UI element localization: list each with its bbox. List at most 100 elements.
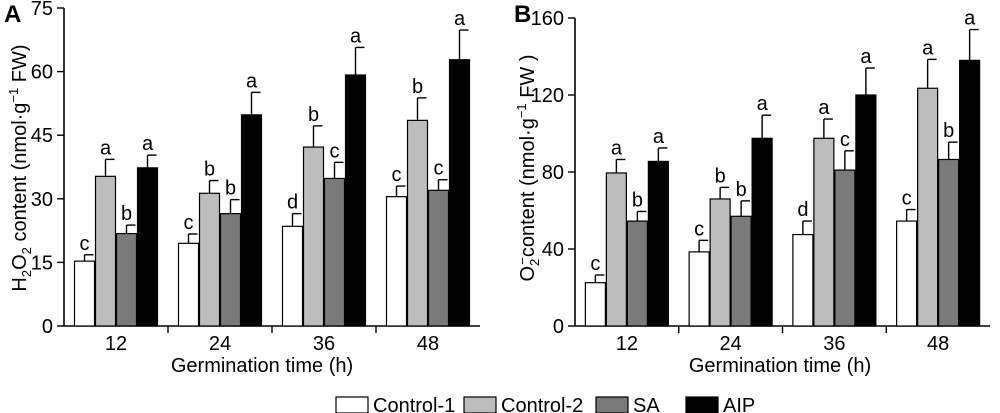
panel-a-significance-letter: c: [80, 233, 90, 255]
panel-b-x-tick-label: 36: [823, 333, 845, 355]
panel-a-x-tick-label: 36: [313, 333, 335, 355]
plot-layer: 0153045607512caba24cbba36dbca48cbca04080…: [31, 0, 990, 355]
panel-a-letter: A: [4, 1, 21, 28]
panel-a-y-tick-label: 30: [31, 189, 53, 211]
panel-a-xlabel: Germination time (h): [171, 355, 353, 377]
panel-b-ylabel: O2−content (nmol·g−1 FW ): [514, 54, 542, 281]
panel-b-significance-letter: c: [694, 218, 704, 240]
panel-a-significance-letter: b: [121, 203, 132, 225]
panel-b-bar-aip: [959, 59, 981, 327]
panel-a-bar-control-2: [406, 119, 429, 327]
panel-a-y-tick-label: 0: [42, 316, 53, 338]
panel-b-bar-control-1: [792, 233, 814, 327]
panel-a-bar-aip: [240, 114, 263, 327]
panel-b-x-tick-label: 24: [720, 333, 742, 355]
panel-b-significance-letter: a: [964, 8, 976, 30]
panel-a-bar-sa: [323, 177, 346, 327]
panel-b-x-tick-label: 12: [616, 333, 638, 355]
panel-b-significance-letter: a: [818, 97, 830, 119]
legend-swatch-aip: [685, 396, 719, 413]
legend-swatch-control-2: [463, 396, 497, 413]
panel-b-significance-letter: b: [715, 165, 726, 187]
legend-label-control-2: Control-2: [501, 395, 583, 413]
panel-a-significance-letter: a: [350, 25, 362, 47]
panel-a-significance-letter: a: [142, 133, 154, 155]
panel-b-bar-control-1: [584, 282, 606, 327]
panel-b-bar-control-2: [813, 137, 835, 327]
panel-a-significance-letter: b: [308, 104, 319, 126]
panel-b-bar-control-1: [688, 251, 710, 327]
panel-b-y-tick-label: 160: [531, 8, 564, 30]
panel-a-y-tick-label: 45: [31, 125, 53, 147]
panel-a-x-tick-label: 12: [105, 333, 127, 355]
panel-b-y-tick-label: 40: [542, 239, 564, 261]
panel-b-xlabel: Germination time (h): [689, 355, 871, 377]
panel-a-significance-letter: c: [184, 212, 194, 234]
panel-a-bar-control-1: [281, 225, 304, 327]
panel-b-bar-control-1: [896, 220, 918, 327]
panel-b-bar-control-2: [709, 198, 731, 327]
legend-swatch-sa: [595, 396, 629, 413]
panel-b-y-tick-label: 80: [542, 162, 564, 184]
panel-b-significance-letter: c: [902, 188, 912, 210]
panel-a-x-tick-label: 24: [209, 333, 231, 355]
panel-a-ylabel: H2O2 content (nmol·g−1 FW): [6, 44, 34, 291]
panel-b-bar-control-2: [605, 172, 627, 327]
panel-b-significance-letter: b: [943, 120, 954, 142]
panel-b-bar-sa: [730, 215, 752, 327]
panel-a-significance-letter: d: [287, 192, 298, 214]
panel-a-y-tick-label: 15: [31, 252, 53, 274]
panel-a-bar-control-1: [73, 260, 96, 327]
panel-a-significance-letter: b: [204, 159, 215, 181]
panel-b-significance-letter: a: [922, 37, 934, 59]
panel-b-y-tick-label: 0: [553, 316, 564, 338]
panel-a-y-tick-label: 60: [31, 62, 53, 84]
panel-a-significance-letter: c: [330, 140, 340, 162]
panel-a-significance-letter: c: [392, 164, 402, 186]
panel-b-bar-aip: [855, 94, 877, 327]
legend-label-control-1: Control-1: [373, 395, 455, 413]
panel-b-significance-letter: b: [632, 189, 643, 211]
panel-a-bar-control-2: [302, 146, 325, 327]
panel-a-bar-control-1: [385, 196, 408, 327]
panel-a-bar-sa: [115, 232, 138, 327]
panel-a-x-tick-label: 48: [417, 333, 439, 355]
panel-b-significance-letter: a: [757, 93, 769, 115]
panel-a-significance-letter: b: [225, 178, 236, 200]
legend: Control-1 Control-2 SA AIP: [335, 395, 755, 413]
legend-label-sa: SA: [633, 395, 660, 413]
panel-b-significance-letter: a: [860, 46, 872, 68]
panel-a-y-tick-label: 75: [31, 0, 53, 20]
panel-b-bar-aip: [751, 137, 773, 327]
panel-a-bar-control-1: [177, 242, 200, 327]
panel-a-bar-sa: [219, 213, 242, 327]
panel-a-significance-letter: a: [100, 137, 112, 159]
panel-b-bar-aip: [647, 160, 669, 327]
panel-b-letter: B: [514, 1, 531, 28]
panel-a-bar-aip: [136, 167, 159, 327]
panel-a-significance-letter: a: [246, 70, 258, 92]
panel-b-significance-letter: a: [653, 126, 665, 148]
panel-a-significance-letter: c: [434, 158, 444, 180]
panel-b-x-tick-label: 48: [927, 333, 949, 355]
panel-b-bar-control-2: [917, 87, 939, 327]
legend-swatch-control-1: [335, 396, 369, 413]
panel-b-significance-letter: c: [590, 253, 600, 275]
panel-a-significance-letter: b: [412, 76, 423, 98]
panel-b-bar-sa: [938, 158, 960, 327]
panel-b-significance-letter: c: [840, 129, 850, 151]
legend-label-aip: AIP: [723, 395, 755, 413]
panel-a-bar-control-2: [198, 192, 221, 327]
panel-b-y-tick-label: 120: [531, 85, 564, 107]
panel-a-significance-letter: a: [454, 8, 466, 30]
panel-b-significance-letter: a: [611, 137, 623, 159]
panel-b-bar-sa: [834, 169, 856, 327]
panel-a-bar-sa: [427, 189, 450, 327]
panel-a-bar-aip: [344, 74, 367, 327]
panel-b-significance-letter: b: [736, 179, 747, 201]
panel-a-bar-aip: [448, 59, 471, 327]
panel-b-significance-letter: d: [797, 199, 808, 221]
panel-a-bar-control-2: [94, 175, 117, 327]
